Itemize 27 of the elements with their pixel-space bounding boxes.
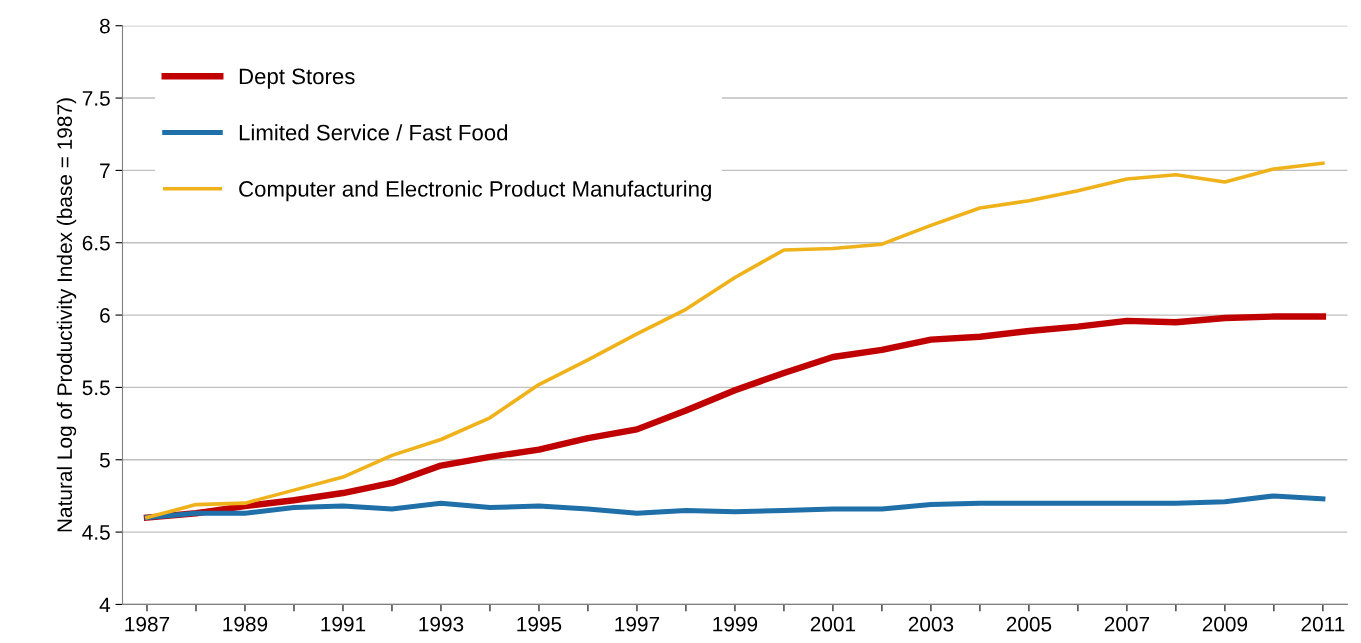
x-tick-label: 2001	[810, 616, 856, 632]
y-tick-label: 7.5	[82, 91, 110, 106]
y-tick-label: 7	[100, 163, 110, 178]
legend-label: Dept Stores	[239, 68, 355, 89]
y-tick-label: 6	[100, 308, 110, 323]
y-tick-label: 4	[99, 597, 111, 612]
y-axis-title: Natural Log of Productivity Index (base = 1987)	[56, 98, 77, 532]
x-tick-label: 2005	[1006, 616, 1052, 632]
y-tick-label: 5.5	[82, 380, 110, 396]
y-tick-label: 6.5	[82, 235, 110, 251]
legend-label: Limited Service / Fast Food	[239, 124, 508, 141]
x-tick-label: 1995	[517, 616, 562, 632]
x-tick-label: 1997	[615, 616, 660, 632]
legend-label: Computer and Electronic Product Manufacturing	[239, 180, 711, 202]
x-tick-label: 1987	[125, 616, 170, 632]
x-tick-label: 2003	[908, 616, 954, 632]
x-tick-label: 1993	[419, 616, 464, 632]
line-series	[145, 161, 1325, 520]
y-tick-label: 8	[100, 18, 110, 34]
x-tick-label: 2009	[1202, 616, 1248, 632]
x-tick-label: 2011	[1301, 616, 1345, 632]
y-tick-label: 4.5	[82, 525, 110, 540]
x-tick-label: 1991	[321, 616, 366, 632]
x-tick-label: 2007	[1104, 616, 1150, 632]
x-tick-label: 1999	[713, 616, 758, 632]
x-tick-label: 1989	[223, 616, 268, 632]
y-tick-label: 5	[99, 452, 110, 468]
